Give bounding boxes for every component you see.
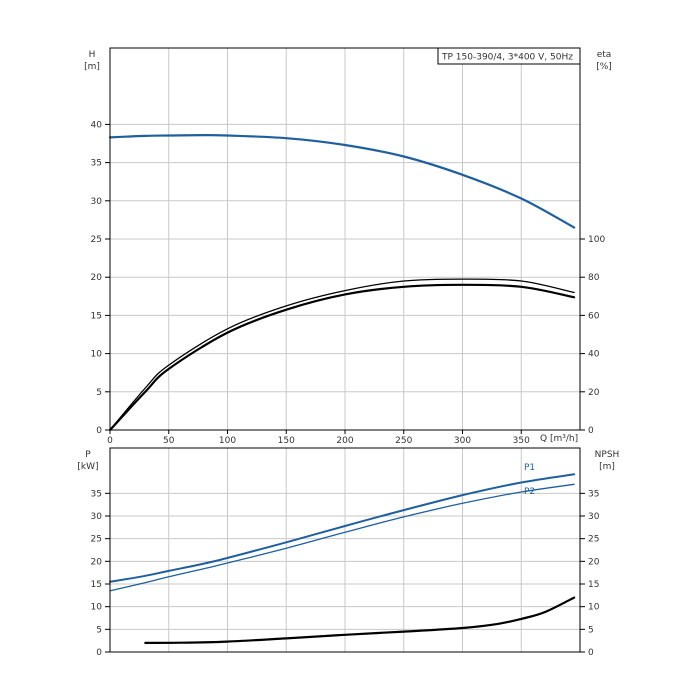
npsh-tick-label: 15 — [588, 580, 599, 590]
x-tick-label: 250 — [395, 436, 412, 446]
h-tick-label: 30 — [91, 197, 103, 207]
power-curve-p2 — [109, 483, 575, 592]
h-tick-label: 35 — [91, 159, 102, 169]
eta-tick-label: 60 — [588, 311, 600, 321]
p1-series-label: P1 — [524, 463, 535, 473]
h-axis-label: H — [89, 50, 96, 60]
eta-axis-unit: [%] — [596, 62, 612, 72]
efficiency-curve-eta-1 — [109, 278, 575, 431]
x-tick-label: 350 — [513, 436, 530, 446]
h-tick-label: 15 — [91, 311, 102, 321]
p-tick-label: 35 — [91, 489, 102, 499]
npsh-tick-label: 30 — [588, 512, 600, 522]
h-tick-label: 5 — [96, 388, 102, 398]
h-axis-unit: [m] — [84, 62, 100, 72]
efficiency-curve-eta-2 — [108, 283, 576, 432]
p2-series-label: P2 — [524, 487, 535, 497]
npsh-tick-label: 20 — [588, 557, 600, 567]
npsh-tick-label: 10 — [588, 603, 600, 613]
eta-tick-label: 20 — [588, 388, 600, 398]
npsh-tick-label: 0 — [588, 648, 594, 658]
p-tick-label: 10 — [91, 603, 103, 613]
eta-tick-label: 40 — [588, 350, 600, 360]
h-tick-label: 0 — [96, 426, 102, 436]
p-tick-label: 0 — [96, 648, 102, 658]
h-tick-label: 10 — [91, 350, 103, 360]
p-tick-label: 30 — [91, 512, 103, 522]
chart-title-box — [437, 47, 581, 65]
p-axis-label: P — [85, 450, 91, 460]
x-tick-label: 0 — [107, 436, 113, 446]
npsh-tick-label: 35 — [588, 489, 599, 499]
eta-tick-label: 0 — [588, 426, 594, 436]
eta-tick-label: 80 — [588, 273, 600, 283]
x-tick-label: 150 — [278, 436, 295, 446]
p-axis-unit: [kW] — [77, 462, 98, 472]
p-tick-label: 25 — [91, 535, 102, 545]
bottom-chart-frame — [109, 447, 581, 653]
npsh-axis-label: NPSH — [595, 450, 620, 460]
eta-axis-label: eta — [597, 50, 612, 60]
top-chart-grid — [110, 48, 580, 430]
p-tick-label: 15 — [91, 580, 102, 590]
q-axis-label: Q [m³/h] — [540, 434, 578, 444]
npsh-tick-label: 25 — [588, 535, 599, 545]
eta-tick-label: 100 — [588, 235, 605, 245]
h-tick-label: 20 — [91, 273, 103, 283]
p-tick-label: 5 — [96, 625, 102, 635]
x-tick-label: 300 — [454, 436, 471, 446]
h-tick-label: 40 — [91, 120, 103, 130]
series-layer — [108, 133, 576, 644]
npsh-curve — [144, 596, 576, 644]
x-tick-label: 200 — [336, 436, 353, 446]
chart-title: TP 150-390/4, 3*400 V, 50Hz — [441, 53, 573, 63]
npsh-tick-label: 5 — [588, 625, 594, 635]
head-curve-h — [108, 133, 576, 229]
h-tick-label: 25 — [91, 235, 102, 245]
power-curve-p1 — [109, 473, 576, 583]
npsh-axis-unit: [m] — [599, 462, 615, 472]
x-tick-label: 100 — [219, 436, 236, 446]
p-tick-label: 20 — [91, 557, 103, 567]
x-tick-label: 50 — [163, 436, 175, 446]
